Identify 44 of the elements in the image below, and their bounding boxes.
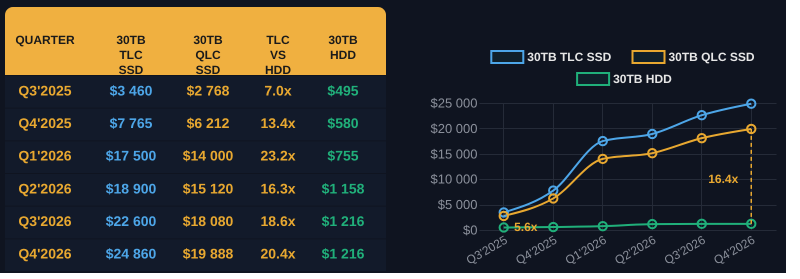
text: 16.3x [260, 180, 296, 196]
text: 7.0x [264, 82, 292, 98]
category-label: Q4'2025 [18, 115, 72, 131]
text: $18 900 [106, 180, 157, 196]
text: $14 000 [182, 148, 234, 164]
category-label: Q3'2026 [18, 213, 72, 229]
text: $24 860 [106, 246, 157, 262]
text: 30TB HDD [328, 33, 358, 62]
text: $7 765 [110, 115, 153, 131]
text: 20.4x [260, 246, 296, 262]
text: $17 500 [106, 148, 157, 164]
text: $495 [327, 82, 359, 98]
text: 13.4x [260, 115, 296, 131]
text: 30TB TLC SSD [116, 33, 146, 77]
text: $19 888 [182, 246, 234, 262]
legend-label: 30TB QLC SSD [668, 50, 755, 64]
text: 30TB QLC SSD [193, 33, 223, 77]
text: $755 [327, 148, 359, 164]
y-tick-label: $25 000 [430, 96, 478, 110]
annotation: 16.4x [708, 172, 739, 186]
text: QUARTER [15, 33, 75, 47]
text: $6 212 [186, 115, 230, 131]
text: $580 [327, 115, 359, 131]
text: $2 768 [186, 82, 230, 98]
y-tick-label: $10 000 [430, 172, 478, 187]
text: $1 158 [322, 180, 365, 196]
y-tick-label: $15 000 [430, 146, 478, 162]
category-label: Q1'2026 [18, 148, 72, 164]
text: TLC VS HDD [265, 33, 292, 77]
legend-label: 30TB TLC SSD [527, 50, 612, 64]
text: $1 216 [322, 213, 365, 229]
text: $15 120 [182, 180, 234, 196]
legend-label: 30TB HDD [613, 72, 672, 86]
y-tick-label: $5 000 [438, 197, 478, 212]
text: $3 460 [110, 82, 153, 98]
text: $18 080 [182, 213, 234, 229]
text: 23.2x [260, 148, 296, 164]
category-label: Q3'2025 [18, 82, 72, 98]
category-label: Q2'2026 [18, 180, 72, 196]
text: 18.6x [260, 213, 296, 229]
y-tick-label: $0 [463, 222, 478, 238]
y-tick-label: $20 000 [430, 120, 478, 136]
text: $1 216 [322, 246, 365, 262]
text: $22 600 [106, 213, 157, 229]
